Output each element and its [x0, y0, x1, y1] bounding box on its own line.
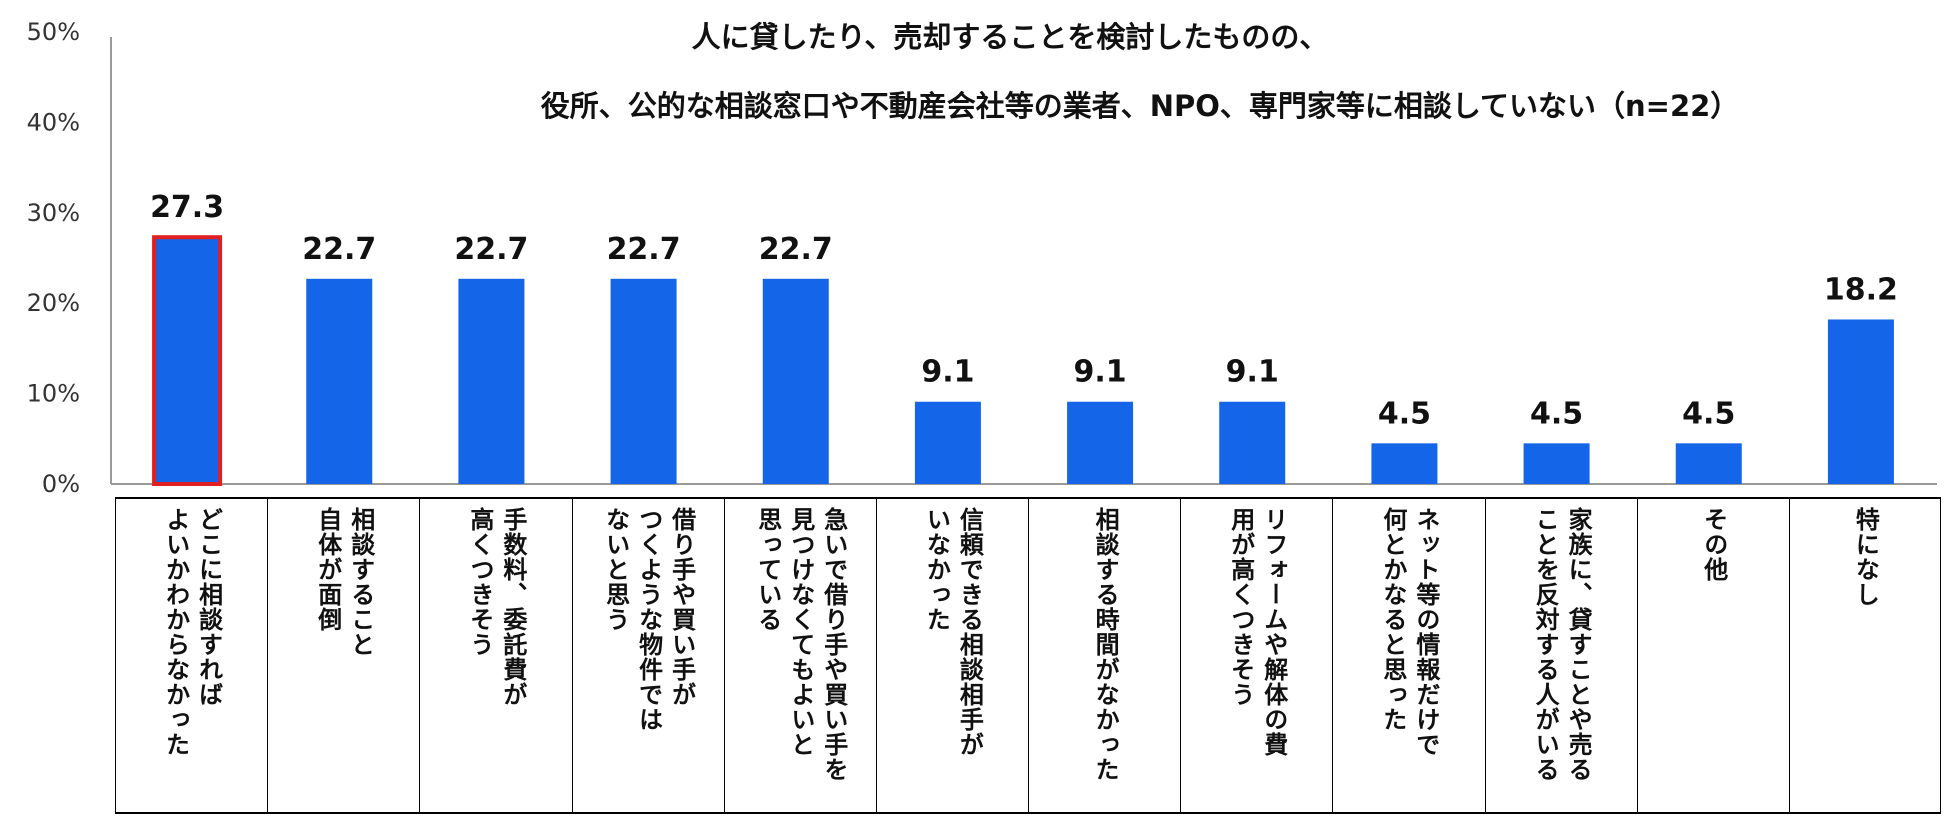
bar — [1523, 443, 1590, 484]
category-label: 借り手や買い手が つくような物件では ないと思う — [601, 507, 696, 732]
chart-title-line2: 役所、公的な相談窓口や不動産会社等の業者、NPO、専門家等に相談していない（n=… — [541, 89, 1740, 123]
category-cell: 相談する時間がなかった — [1028, 499, 1180, 812]
chart-title-line1: 人に貸したり、売却することを検討したものの、 — [692, 20, 1329, 54]
data-labels: 27.3 22.7 22.7 22.7 22.7 9.1 9.1 9.1 4.5 4.5 4.5 18… — [150, 190, 1898, 431]
data-label: 22.7 — [302, 232, 376, 267]
y-tick-label: 50% — [27, 18, 80, 46]
data-label: 27.3 — [150, 190, 224, 225]
category-label: 手数料、委託費が 高くつきそう — [465, 507, 527, 707]
category-cell: どこに相談すれば よいかわからなかった — [115, 499, 267, 812]
category-cell: ネット等の情報だけで 何とかなると思った — [1332, 499, 1484, 812]
y-tick-label: 0% — [42, 470, 80, 498]
data-label: 22.7 — [759, 232, 833, 267]
y-axis: 0% 10% 20% 30% 40% 50% — [27, 18, 1937, 498]
data-label: 22.7 — [607, 232, 681, 267]
category-cell: その他 — [1636, 499, 1789, 812]
bar — [1219, 401, 1286, 484]
bar — [1675, 443, 1742, 484]
category-label: 相談する時間がなかった — [1091, 507, 1120, 782]
category-label: 急いで借り手や買い手を 見つけなくてもよいと 思っている — [753, 507, 848, 782]
category-cell: 借り手や買い手が つくような物件では ないと思う — [571, 499, 724, 812]
category-cell: 信頼できる相談相手が いなかった — [875, 499, 1028, 812]
category-cell: 特になし — [1788, 499, 1941, 812]
bars — [152, 235, 1894, 486]
bar-chart: 人に貸したり、売却することを検討したものの、 役所、公的な相談窓口や不動産会社等… — [27, 18, 1937, 498]
data-label: 4.5 — [1378, 396, 1431, 431]
category-cell: 手数料、委託費が 高くつきそう — [419, 499, 571, 812]
data-label: 4.5 — [1530, 396, 1583, 431]
category-label: その他 — [1699, 507, 1728, 582]
bar — [914, 401, 981, 484]
bar — [762, 278, 829, 484]
data-label: 9.1 — [1226, 355, 1279, 390]
category-label: 相談すること 自体が面倒 — [313, 507, 375, 657]
category-label: どこに相談すれば よいかわからなかった — [161, 507, 223, 757]
category-label: ネット等の情報だけで 何とかなると思った — [1378, 507, 1440, 757]
data-label: 18.2 — [1824, 272, 1898, 307]
y-tick-label: 20% — [27, 289, 80, 317]
bar — [306, 278, 373, 484]
y-tick-label: 30% — [27, 199, 80, 227]
data-label: 9.1 — [921, 355, 974, 390]
bar — [1827, 319, 1894, 484]
bar — [610, 278, 677, 484]
bar — [458, 278, 525, 484]
category-table: どこに相談すれば よいかわからなかった 相談すること 自体が面倒 手数料、委託費が … — [115, 497, 1941, 814]
y-tick-label: 10% — [27, 380, 80, 408]
category-label: 信頼できる相談相手が いなかった — [922, 507, 984, 757]
bar — [1067, 401, 1134, 484]
data-label: 4.5 — [1682, 396, 1735, 431]
category-cell: 相談すること 自体が面倒 — [267, 499, 419, 812]
category-cell: 急いで借り手や買い手を 見つけなくてもよいと 思っている — [723, 499, 876, 812]
y-tick-label: 40% — [27, 108, 80, 136]
bar — [1371, 443, 1438, 484]
data-label: 22.7 — [454, 232, 528, 267]
data-label: 9.1 — [1074, 355, 1127, 390]
category-cell: 家族に、貸すことや売る ことを反対する人がいる — [1484, 499, 1637, 812]
bar-highlighted — [152, 235, 223, 486]
category-cell: リフォームや解体の費 用が高くつきそう — [1180, 499, 1332, 812]
category-label: 特になし — [1851, 507, 1880, 607]
category-label: リフォームや解体の費 用が高くつきそう — [1226, 507, 1288, 757]
category-label: 家族に、貸すことや売る ことを反対する人がいる — [1531, 507, 1593, 782]
